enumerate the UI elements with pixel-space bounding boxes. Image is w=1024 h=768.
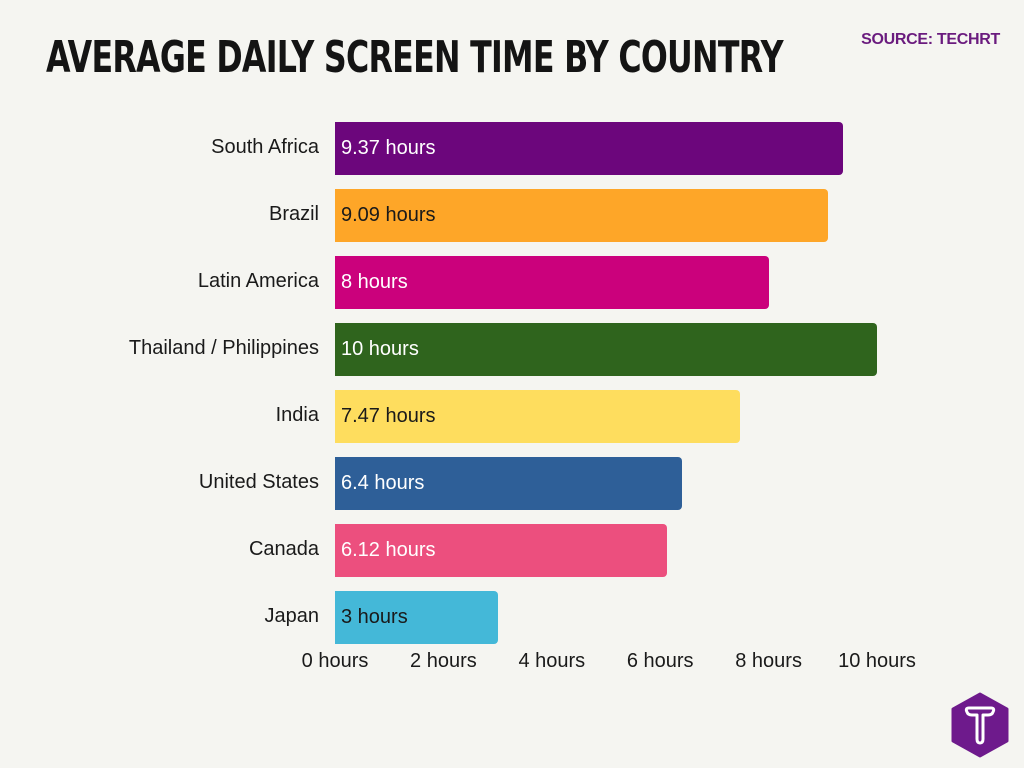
source-label: SOURCE: TECHRT [861,31,1000,48]
bar: 3 hours [335,591,498,644]
bar: 6.4 hours [335,457,682,510]
bar-value-label: 7.47 hours [341,405,436,427]
bar-value-label: 8 hours [341,271,408,293]
x-axis-tick-label: 8 hours [735,650,802,672]
category-label: United States [198,471,319,493]
category-label: India [275,404,319,426]
x-axis-tick-label: 0 hours [301,650,369,672]
category-label: Thailand / Philippines [128,337,319,359]
category-label: South Africa [211,136,319,158]
bar: 9.37 hours [335,122,843,175]
x-axis-tick-label: 10 hours [838,650,916,672]
bar: 6.12 hours [335,524,667,577]
category-label: Canada [248,538,319,560]
category-label: Latin America [197,270,319,292]
bar: 10 hours [335,323,877,376]
category-label: Brazil [268,203,319,225]
x-axis-tick-label: 2 hours [410,650,477,672]
techrt-logo-icon [951,692,1009,758]
chart-title: AVERAGE DAILY SCREEN TIME BY COUNTRY [46,32,784,83]
bar-value-label: 10 hours [341,338,419,360]
bar-value-label: 6.4 hours [341,472,425,494]
x-axis-tick-label: 4 hours [518,650,586,672]
bar-value-label: 9.09 hours [341,204,436,226]
bar-value-label: 6.12 hours [341,539,436,561]
bar-value-label: 3 hours [341,606,408,628]
category-label: Japan [264,605,320,627]
bar: 7.47 hours [335,390,740,443]
bar: 8 hours [335,256,769,309]
bar-value-label: 9.37 hours [341,137,436,159]
bar: 9.09 hours [335,189,828,242]
x-axis-tick-label: 6 hours [626,650,694,672]
